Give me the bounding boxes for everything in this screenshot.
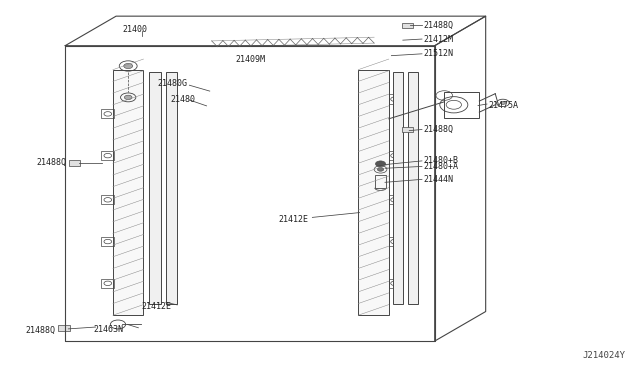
Bar (149, 71, 161, 304)
Bar (389, 279, 400, 288)
Text: 21488Q: 21488Q (423, 21, 453, 30)
Text: J214024Y: J214024Y (583, 350, 626, 359)
Circle shape (124, 95, 132, 100)
Text: 21488Q: 21488Q (36, 158, 67, 167)
Bar (375, 174, 387, 188)
Text: 21480+A: 21480+A (423, 162, 458, 171)
Text: 21412E: 21412E (141, 302, 172, 311)
Text: 21444N: 21444N (423, 175, 453, 184)
Bar (101, 109, 114, 118)
Bar (58, 326, 70, 331)
Text: 21480: 21480 (170, 96, 195, 105)
Text: 21412M: 21412M (423, 35, 453, 44)
Circle shape (378, 167, 384, 171)
Bar (408, 71, 418, 304)
Text: 21463N: 21463N (94, 326, 124, 334)
Bar (389, 94, 400, 103)
Bar (389, 237, 400, 246)
Circle shape (500, 102, 506, 105)
Text: 21512N: 21512N (423, 49, 453, 58)
Text: 21475A: 21475A (489, 101, 519, 110)
Bar (401, 23, 413, 28)
Bar (101, 151, 114, 160)
Circle shape (124, 63, 132, 68)
Text: 21488Q: 21488Q (26, 326, 56, 335)
Bar (358, 70, 389, 315)
Bar (101, 195, 114, 204)
Text: 21480G: 21480G (157, 79, 188, 88)
Circle shape (376, 161, 386, 167)
Bar (69, 160, 81, 166)
Bar (444, 92, 479, 118)
Bar (113, 70, 143, 315)
Bar (101, 279, 114, 288)
Text: 21400: 21400 (122, 25, 147, 34)
Bar (401, 127, 413, 132)
Text: 21488Q: 21488Q (423, 125, 453, 134)
Text: 21480+B: 21480+B (423, 156, 458, 166)
Bar (389, 195, 400, 204)
Text: 21412E: 21412E (278, 215, 308, 224)
Text: 21409M: 21409M (236, 55, 266, 64)
Bar (394, 71, 403, 304)
Bar (389, 151, 400, 160)
Bar (166, 71, 177, 304)
Bar (101, 237, 114, 246)
